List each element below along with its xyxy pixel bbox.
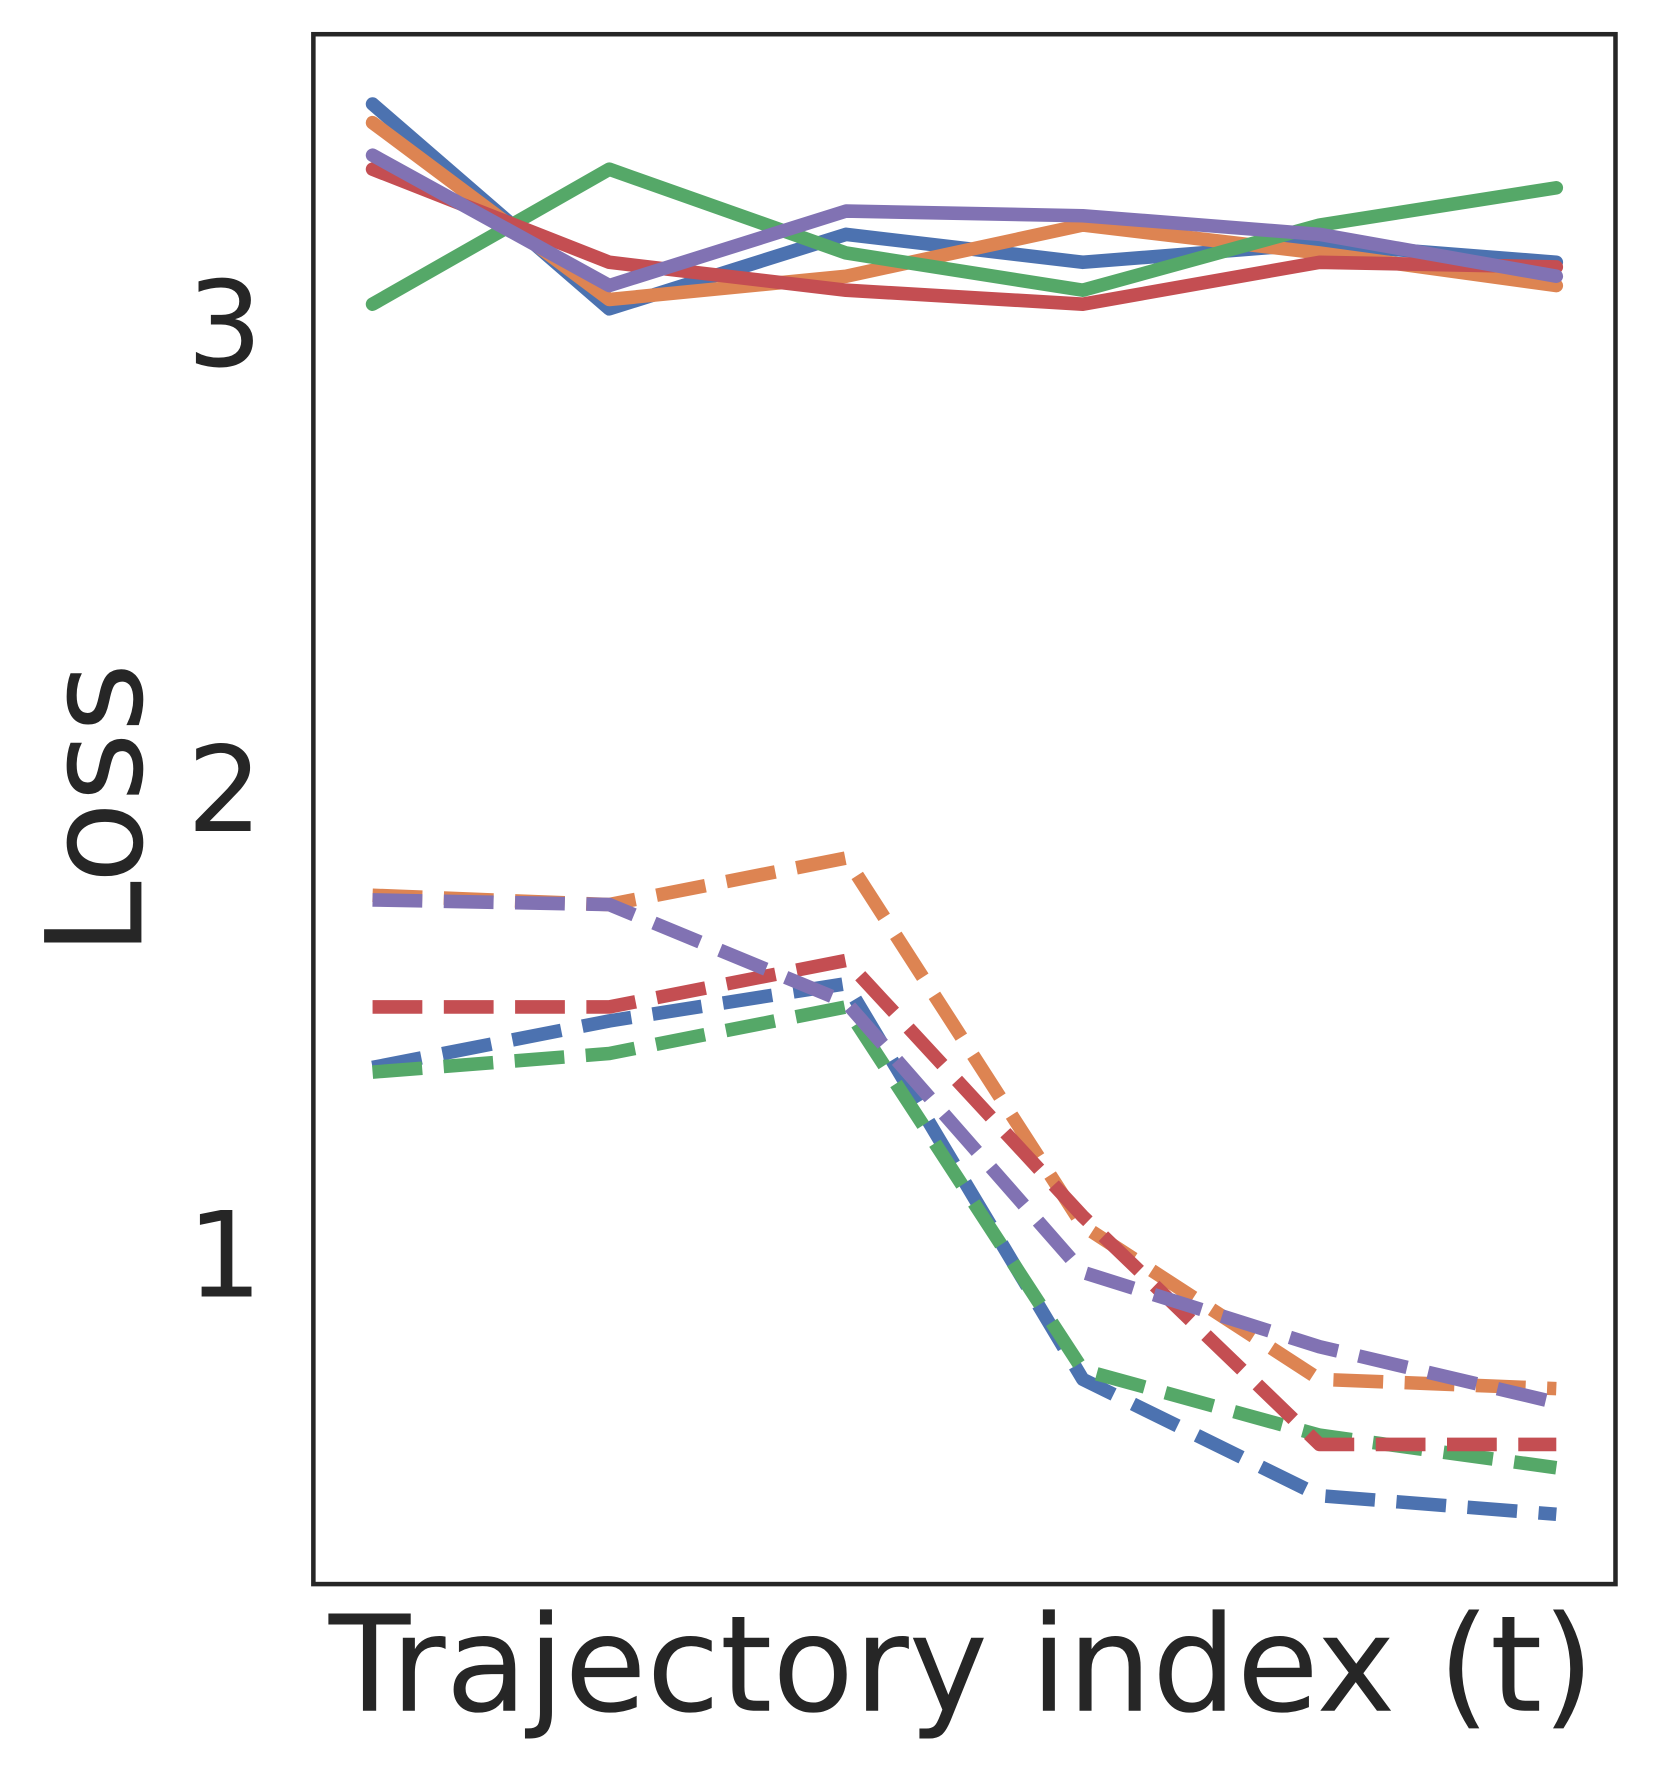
series-dashed-orange — [372, 851, 1557, 1396]
y-tick-label: 2 — [187, 722, 263, 860]
series-dashed-green — [372, 1000, 1558, 1475]
y-axis-label: Loss — [18, 663, 173, 956]
series-dashed-red — [372, 953, 1557, 1452]
series-solid-red — [365, 162, 1564, 311]
series-lines — [365, 97, 1564, 1522]
series-dashed-blue — [371, 976, 1557, 1522]
y-tick-labels: 1 2 3 — [187, 257, 263, 1326]
series-solid-purple — [365, 148, 1564, 293]
series-dashed-purple — [372, 893, 1558, 1410]
series-solid-green — [365, 162, 1564, 311]
axes-frame — [311, 31, 1618, 1587]
x-axis-label: Trajectory index (t) — [328, 1588, 1595, 1743]
y-tick-label: 3 — [187, 257, 263, 395]
y-tick-label: 1 — [187, 1188, 263, 1326]
